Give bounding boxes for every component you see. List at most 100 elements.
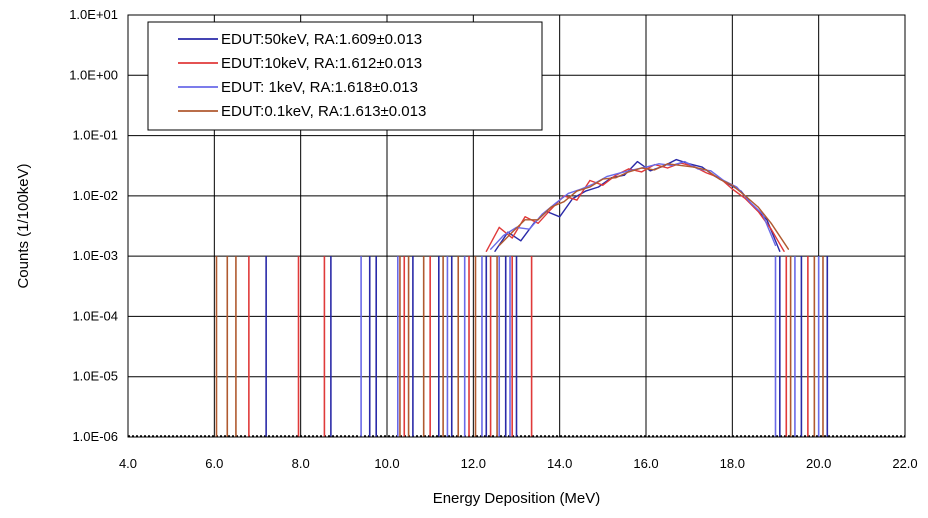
data-point	[537, 222, 539, 224]
data-point	[498, 244, 500, 247]
data-point	[654, 169, 656, 171]
legend-box	[147, 21, 543, 131]
data-point	[576, 199, 578, 201]
data-point	[490, 248, 492, 250]
data-point	[744, 198, 746, 200]
data-point	[774, 244, 777, 247]
data-point	[666, 167, 669, 169]
data-point	[567, 192, 569, 194]
legend-label: EDUT:10keV, RA:1.612±0.013	[221, 55, 422, 72]
data-point	[757, 206, 759, 208]
data-point	[779, 250, 781, 252]
x-tick-label: 14.0	[547, 456, 572, 471]
x-tick-label: 10.0	[374, 456, 399, 471]
data-point	[524, 216, 526, 218]
data-point	[606, 175, 608, 178]
data-point	[679, 164, 682, 167]
data-point	[589, 179, 591, 182]
x-axis-title: Energy Deposition (MeV)	[433, 490, 601, 507]
data-point	[744, 195, 746, 197]
data-point	[770, 228, 772, 230]
plot-frame	[127, 14, 906, 438]
data-point	[550, 208, 552, 210]
data-point	[576, 190, 578, 192]
data-point	[602, 178, 604, 180]
data-point	[636, 161, 638, 163]
data-point	[563, 201, 565, 203]
x-tick-label: 12.0	[461, 456, 486, 471]
data-point	[597, 186, 600, 188]
data-point	[749, 201, 751, 203]
data-point	[550, 206, 552, 208]
data-point	[701, 166, 703, 168]
data-point	[645, 166, 647, 168]
data-point	[649, 170, 651, 172]
data-point	[615, 177, 617, 179]
x-tick-label: 4.0	[119, 456, 137, 471]
legend-label: EDUT:50keV, RA:1.609±0.013	[221, 31, 422, 48]
data-point	[524, 219, 526, 221]
series-2	[248, 162, 809, 437]
data-point	[641, 167, 643, 169]
data-point	[528, 228, 531, 230]
x-tick-label: 6.0	[205, 456, 223, 471]
x-tick-label: 22.0	[892, 456, 917, 471]
x-tick-label: 18.0	[720, 456, 745, 471]
y-axis-title: Counts (1/100keV)	[15, 163, 32, 288]
data-point	[628, 168, 630, 170]
y-tick-label: 1.0E-02	[72, 188, 118, 203]
data-point	[494, 250, 496, 252]
data-point	[589, 186, 591, 188]
data-point	[498, 226, 500, 228]
data-point	[731, 184, 733, 186]
legend-label: EDUT: 1keV, RA:1.618±0.013	[221, 79, 418, 96]
data-point	[520, 240, 522, 242]
y-tick-label: 1.0E+01	[69, 7, 118, 22]
x-tick-label: 8.0	[292, 456, 310, 471]
data-point	[554, 202, 556, 204]
data-point	[731, 188, 733, 190]
x-tick-label: 20.0	[806, 456, 831, 471]
data-point	[666, 163, 669, 165]
data-point	[511, 237, 513, 239]
data-point	[783, 250, 785, 252]
series-line	[485, 162, 785, 252]
data-point	[710, 170, 712, 172]
data-point	[787, 248, 790, 250]
data-point	[675, 158, 677, 161]
data-point	[705, 172, 708, 174]
data-point	[623, 174, 626, 176]
data-point	[602, 184, 604, 186]
series-line	[498, 163, 790, 250]
y-tick-label: 1.0E-05	[72, 369, 118, 384]
y-tick-label: 1.0E-04	[72, 308, 118, 323]
data-point	[684, 161, 686, 163]
series-1	[265, 158, 829, 437]
data-point	[641, 171, 643, 173]
data-point	[559, 216, 561, 218]
y-tick-label: 1.0E-01	[72, 128, 118, 143]
data-point	[705, 169, 708, 171]
series-layer	[215, 158, 829, 437]
data-point	[511, 231, 513, 233]
x-tick-label: 16.0	[633, 456, 658, 471]
data-point	[485, 250, 487, 252]
legend-label: EDUT:0.1keV, RA:1.613±0.013	[221, 103, 426, 120]
data-point	[584, 190, 587, 192]
data-point	[671, 164, 673, 167]
data-point	[770, 222, 772, 224]
data-point	[718, 178, 720, 180]
legend: EDUT:50keV, RA:1.609±0.013 EDUT:10keV, RA…	[147, 21, 543, 131]
series-4	[215, 163, 824, 437]
data-point	[736, 186, 738, 188]
data-point	[628, 171, 630, 173]
y-tick-label: 1.0E+00	[69, 67, 118, 82]
data-point	[757, 210, 759, 213]
data-point	[615, 174, 617, 176]
data-point	[502, 234, 505, 237]
y-tick-label: 1.0E-03	[72, 248, 118, 263]
data-point	[537, 219, 539, 221]
y-tick-labels: 1.0E+01 1.0E+00 1.0E-01 1.0E-02 1.0E-03 1.0E-…	[69, 7, 118, 444]
